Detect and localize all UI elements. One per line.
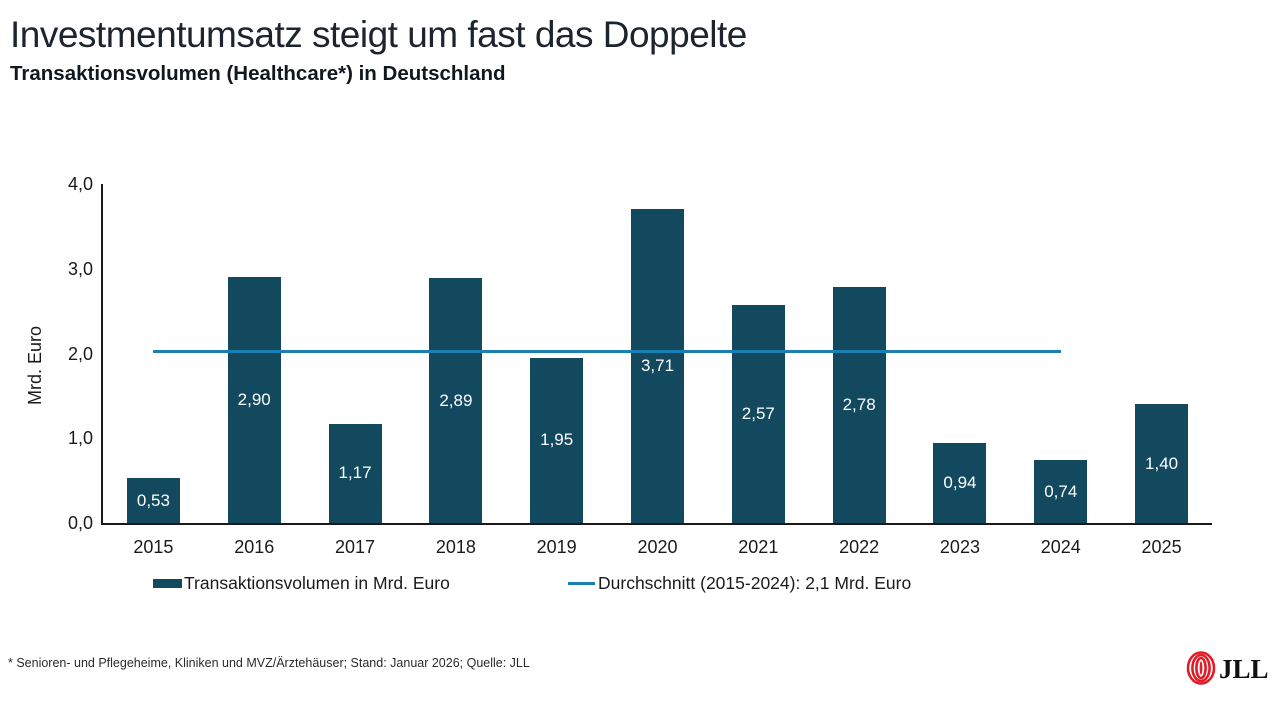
bar-value-label: 2,57 — [741, 404, 775, 424]
x-tick-label: 2021 — [738, 537, 779, 557]
bar-2025 — [1135, 404, 1189, 523]
y-tick-label: 3,0 — [67, 258, 93, 279]
bar-value-label: 1,95 — [540, 430, 574, 450]
jll-logo-text: JLL — [1219, 654, 1268, 684]
page-title: Investmentumsatz steigt um fast das Dopp… — [10, 14, 747, 55]
average-line — [153, 349, 1061, 353]
bar-value-label: 1,17 — [338, 463, 372, 483]
legend-item-durchschnitt: Durchschnitt (2015-2024): 2,1 Mrd. Euro — [568, 571, 911, 595]
bar-2018 — [429, 278, 483, 523]
y-tick-label: 2,0 — [67, 343, 93, 364]
x-tick-label: 2024 — [1040, 537, 1081, 557]
bar-value-label: 0,74 — [1044, 481, 1078, 501]
bar-value-label: 2,89 — [439, 390, 473, 410]
footnote: * Senioren- und Pflegeheime, Kliniken un… — [8, 656, 530, 670]
x-tick-label: 2025 — [1141, 537, 1182, 557]
y-tick-label: 4,0 — [67, 174, 93, 194]
legend-line-swatch-icon — [568, 581, 595, 585]
bar-value-label: 2,90 — [237, 390, 271, 410]
chart-legend: Transaktionsvolumen in Mrd. Euro Durchsc… — [0, 571, 1280, 595]
bar-2022 — [832, 287, 886, 523]
bar-2023 — [933, 443, 987, 523]
bar-2017 — [328, 423, 382, 523]
x-tick-label: 2017 — [335, 537, 376, 557]
bar-2021 — [731, 305, 785, 523]
y-tick-label: 0,0 — [67, 513, 93, 533]
bar-2020 — [631, 208, 684, 523]
y-axis-title: Mrd. Euro — [25, 325, 45, 406]
legend-label: Transaktionsvolumen in Mrd. Euro — [184, 572, 450, 593]
x-tick-label: 2015 — [133, 537, 174, 557]
bar-2016 — [227, 277, 281, 523]
x-tick-label: 2023 — [939, 537, 980, 557]
jll-logo: JLL — [1186, 650, 1269, 686]
x-tick-label: 2022 — [839, 537, 880, 557]
x-tick-label: 2019 — [536, 537, 577, 557]
bar-value-label: 1,40 — [1145, 453, 1179, 473]
x-axis-line — [101, 523, 1212, 525]
bar-value-label: 0,53 — [136, 490, 170, 510]
x-tick-label: 2018 — [435, 537, 476, 557]
y-axis-line — [101, 184, 103, 525]
bar-2019 — [530, 357, 584, 523]
x-tick-label: 2016 — [234, 537, 275, 557]
bar-2024 — [1034, 460, 1088, 523]
x-tick-label: 2020 — [637, 537, 678, 557]
page-subtitle: Transaktionsvolumen (Healthcare*) in Deu… — [10, 62, 506, 85]
bar-value-label: 2,78 — [842, 395, 876, 415]
jll-logo-icon: JLL — [1186, 651, 1269, 685]
legend-bar-swatch-icon — [153, 578, 182, 588]
y-tick-label: 1,0 — [67, 428, 93, 449]
bar-value-label: 3,71 — [640, 355, 675, 375]
bar-value-label: 0,94 — [943, 473, 977, 493]
bar-2015 — [126, 478, 180, 523]
legend-label: Durchschnitt (2015-2024): 2,1 Mrd. Euro — [598, 572, 912, 593]
legend-item-transaktionsvolumen: Transaktionsvolumen in Mrd. Euro — [153, 571, 450, 595]
